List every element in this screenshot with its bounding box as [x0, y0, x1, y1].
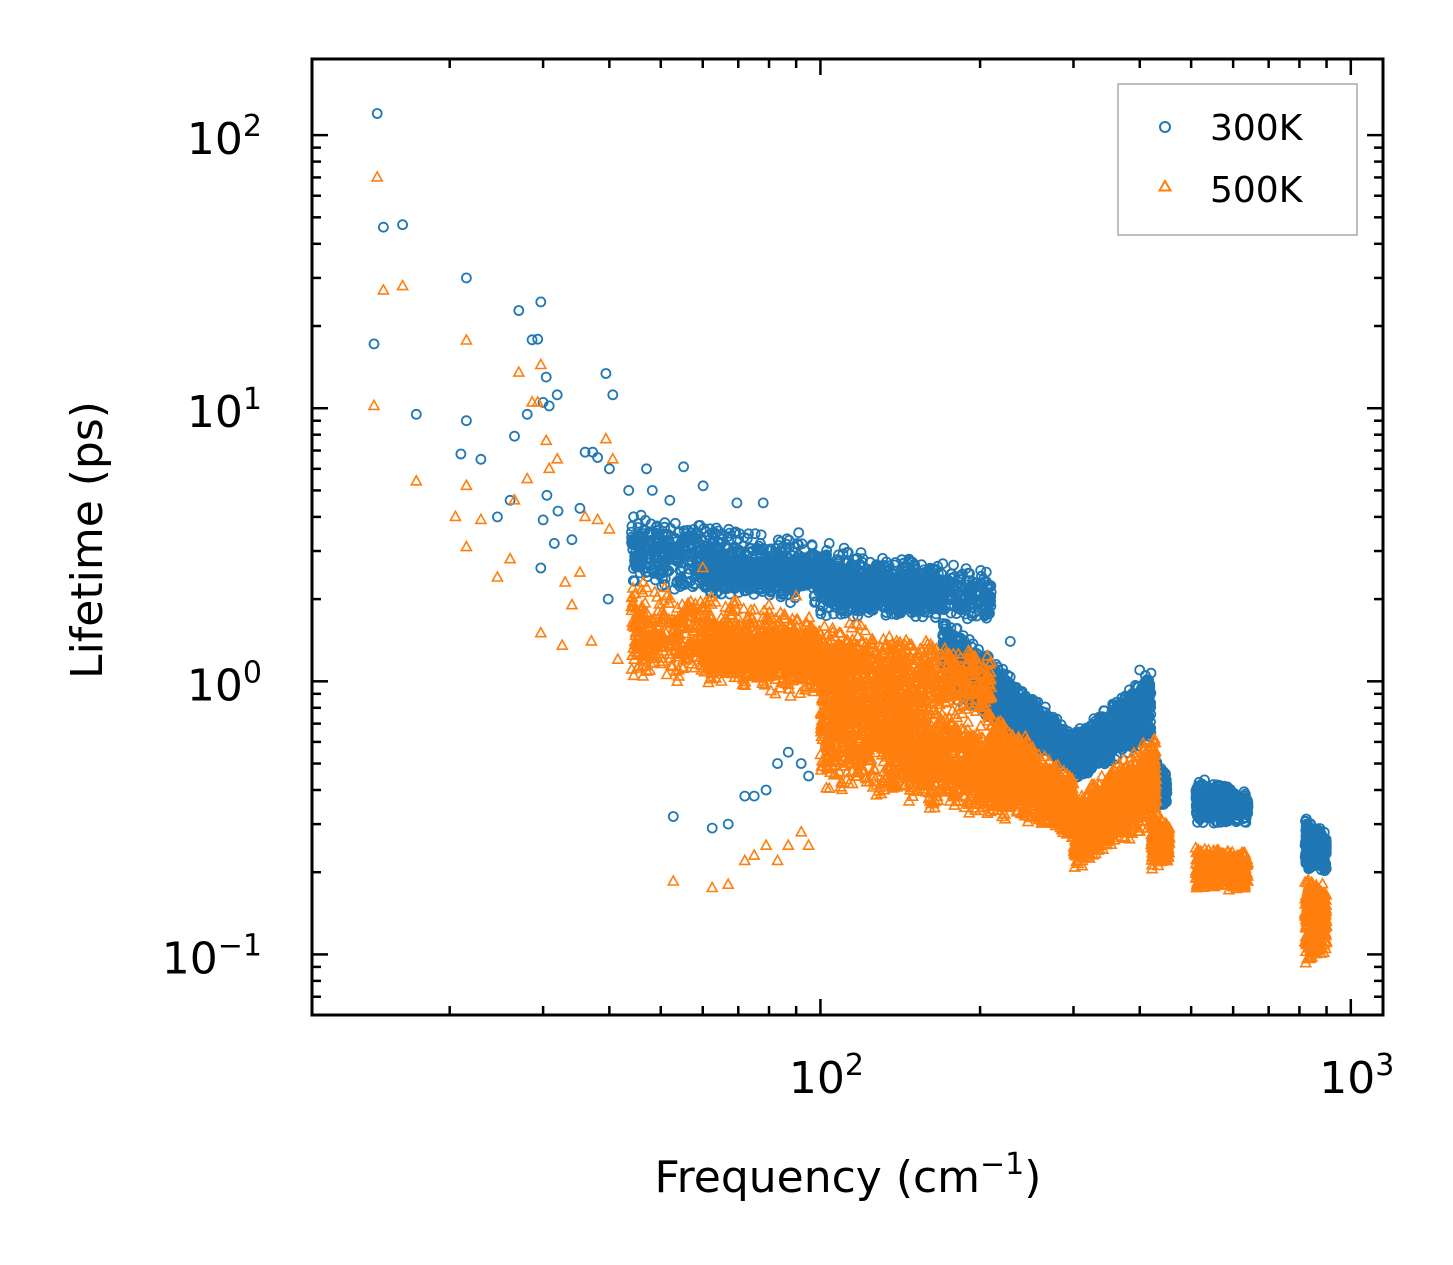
scatter-points-layer [367, 108, 1333, 968]
point-300k-757 [755, 529, 767, 541]
point-300k-396 [975, 565, 987, 576]
point-300k-12 [823, 538, 835, 549]
point-300k-407 [838, 542, 850, 554]
point-300k-680 [833, 549, 844, 561]
point-300k-961 [686, 557, 698, 569]
point-300k-730 [781, 533, 793, 545]
point-300k-137 [749, 528, 761, 540]
point-300k-725 [742, 533, 753, 544]
point-300k-492 [971, 610, 983, 622]
